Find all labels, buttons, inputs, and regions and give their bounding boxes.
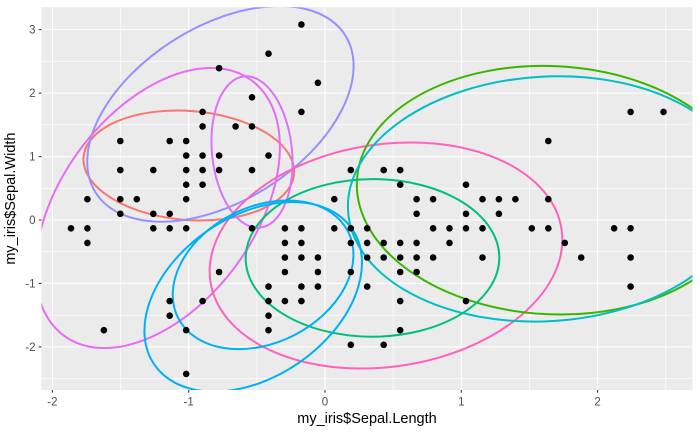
svg-text:-2: -2 xyxy=(47,397,57,409)
svg-text:my_iris$Sepal.Width: my_iris$Sepal.Width xyxy=(3,133,19,265)
svg-text:my_iris$Sepal.Length: my_iris$Sepal.Length xyxy=(297,411,436,427)
svg-text:-2: -2 xyxy=(25,342,35,354)
svg-text:1: 1 xyxy=(458,397,464,409)
svg-text:3: 3 xyxy=(29,25,35,37)
svg-text:0: 0 xyxy=(322,397,328,409)
svg-text:2: 2 xyxy=(594,397,600,409)
svg-text:-1: -1 xyxy=(184,397,194,409)
svg-text:1: 1 xyxy=(29,152,35,164)
svg-text:2: 2 xyxy=(29,88,35,100)
svg-text:-1: -1 xyxy=(25,279,35,291)
svg-text:0: 0 xyxy=(29,215,35,227)
